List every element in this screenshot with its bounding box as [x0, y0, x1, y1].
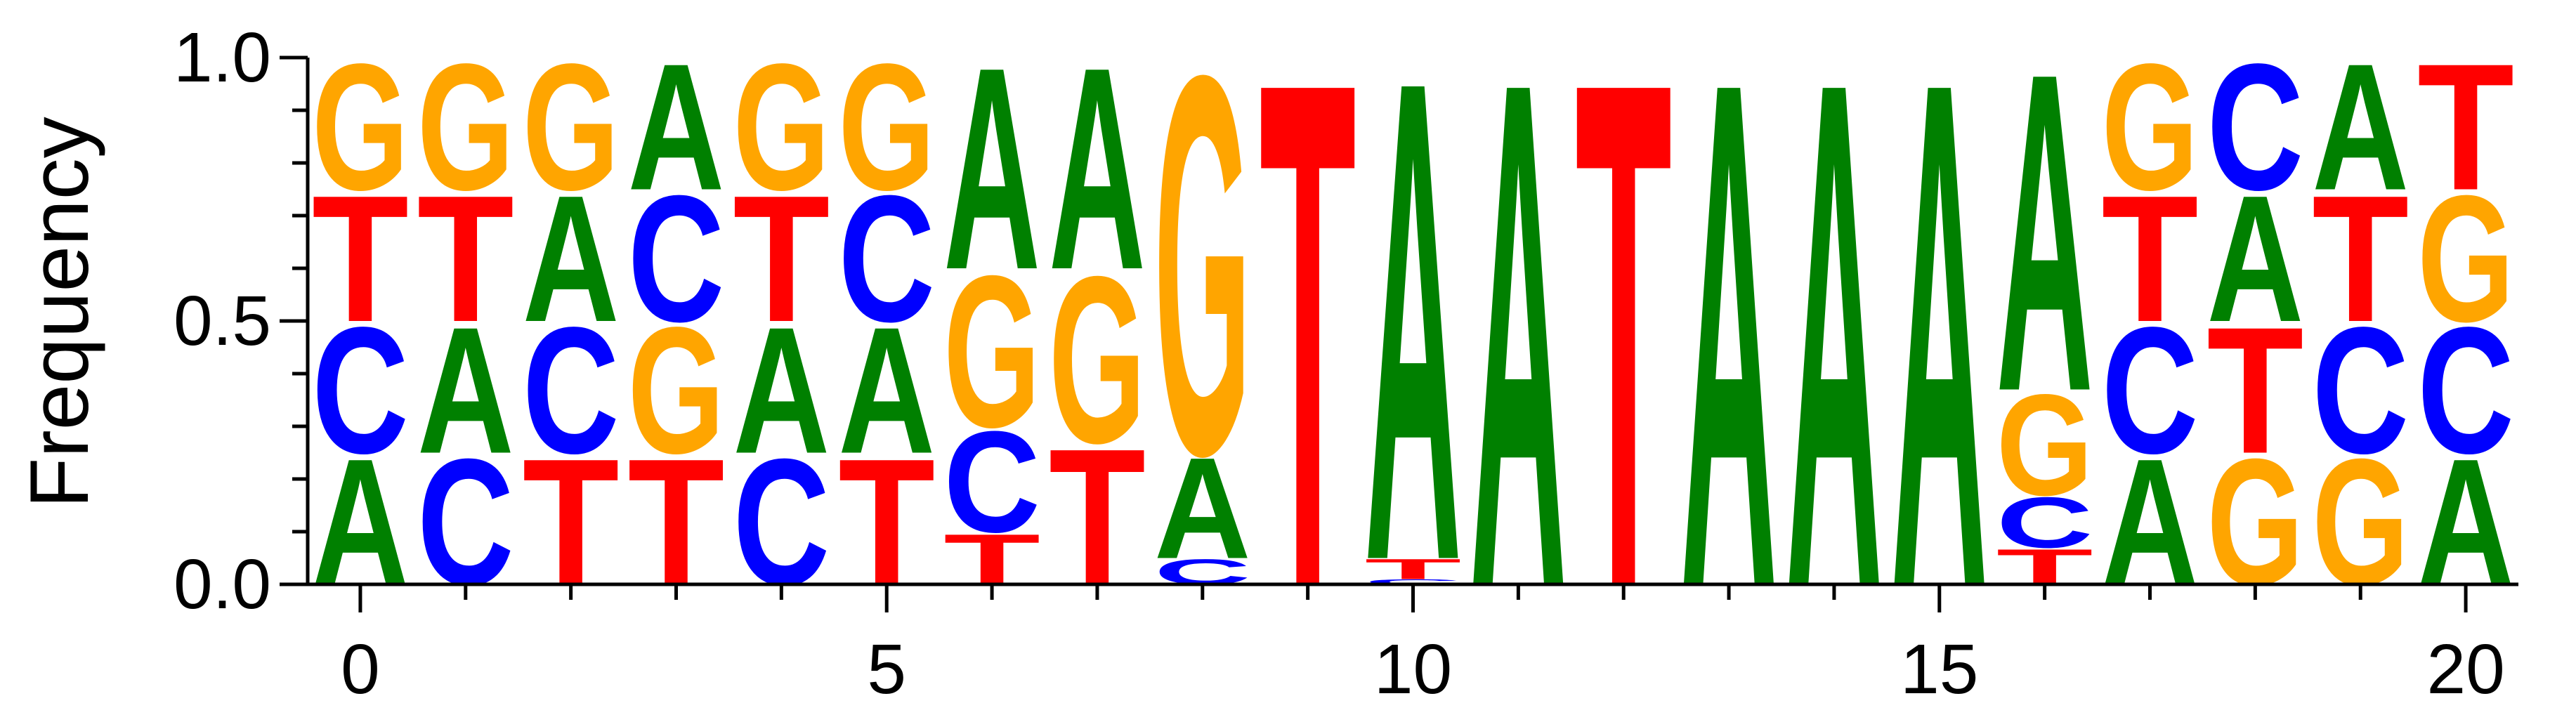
logo-letter-A-pos-13: A — [1680, 0, 1777, 722]
x-tick-label: 20 — [2426, 630, 2504, 709]
logo-letter-T-pos-10: T — [1365, 553, 1462, 586]
x-tick-label: 5 — [867, 630, 906, 709]
logo-letter-T-pos-0: T — [312, 158, 409, 360]
logo-letter-T-pos-18: T — [2206, 290, 2303, 492]
logo-letter-A-pos-6: A — [943, 7, 1040, 329]
x-tick-label: 15 — [1900, 630, 1978, 709]
x-tick-label: 10 — [1374, 630, 1452, 709]
logo-letter-G-pos-0: G — [312, 26, 409, 228]
logo-letter-C-pos-2: C — [523, 289, 620, 491]
logo-column-15: A — [1891, 0, 1988, 722]
y-tick-label: 0.0 — [174, 545, 271, 624]
logo-letter-A-pos-2: A — [523, 157, 620, 359]
logo-letter-C-pos-0: C — [312, 289, 409, 491]
logo-letter-G-pos-5: G — [838, 26, 935, 228]
logo-letter-A-pos-5: A — [838, 289, 935, 491]
logo-letter-A-pos-19: A — [2312, 26, 2409, 228]
logo-letter-C-pos-10: C — [1365, 578, 1462, 586]
y-tick-label: 1.0 — [174, 18, 271, 97]
axes: 0.0 0.5 1.0 0 5 10 15 20 — [174, 18, 2518, 709]
logo-letter-A-pos-11: A — [1470, 0, 1567, 722]
logo-letter-G-pos-1: G — [417, 26, 514, 228]
logo-letter-C-pos-5: C — [838, 157, 935, 359]
logo-letter-G-pos-3: G — [628, 289, 725, 492]
logo-letter-C-pos-16: C — [1996, 483, 2093, 563]
y-axis-label: Frequency — [13, 117, 106, 508]
logo-letter-G-pos-2: G — [523, 26, 620, 228]
logo-letter-T-pos-4: T — [733, 158, 830, 360]
logo-letter-T-pos-20: T — [2417, 27, 2514, 228]
logo-letter-T-pos-17: T — [2102, 158, 2199, 360]
logo-letter-A-pos-4: A — [733, 289, 830, 491]
logo-letter-A-pos-15: A — [1891, 0, 1988, 722]
logo-letter-T-pos-1: T — [417, 158, 514, 360]
logo-letter-A-pos-18: A — [2206, 157, 2303, 359]
logo-letter-C-pos-18: C — [2206, 26, 2303, 228]
logo-column-13: A — [1680, 0, 1777, 722]
logo-letter-A-pos-1: A — [417, 289, 514, 491]
logo-column-12: T — [1575, 0, 1672, 722]
logo-column-9: T — [1260, 0, 1356, 722]
logo-letter-G-pos-7: G — [1049, 228, 1146, 494]
x-tick-label: 0 — [341, 630, 380, 709]
logo-letter-A-pos-14: A — [1786, 0, 1883, 722]
logo-letter-G-pos-20: G — [2417, 157, 2514, 360]
logo-letter-C-pos-6: C — [943, 402, 1040, 563]
y-tick-label: 0.5 — [174, 282, 271, 360]
logo-letter-G-pos-16: G — [1996, 364, 2093, 525]
logo-column-8: CAG — [1154, 0, 1251, 592]
logo-letter-C-pos-19: C — [2312, 289, 2409, 491]
logo-letter-C-pos-20: C — [2417, 289, 2514, 491]
logo-letter-T-pos-9: T — [1260, 0, 1356, 722]
logo-letter-A-pos-8: A — [1154, 428, 1251, 589]
logo-letter-G-pos-8: G — [1154, 0, 1251, 568]
logo-letter-A-pos-7: A — [1049, 7, 1146, 329]
logo-column-11: A — [1470, 0, 1567, 722]
logo-letter-C-pos-17: C — [2102, 289, 2199, 491]
logo-letter-G-pos-4: G — [733, 26, 830, 228]
logo-letter-G-pos-6: G — [943, 231, 1040, 473]
logo-letter-T-pos-19: T — [2312, 158, 2409, 360]
logo-letter-A-pos-3: A — [628, 26, 725, 228]
logo-letter-T-pos-12: T — [1575, 0, 1672, 722]
logo-column-14: A — [1786, 0, 1883, 722]
logo-letter-G-pos-17: G — [2102, 26, 2199, 228]
logo-letter-A-pos-16: A — [1996, 0, 2093, 487]
logo-column-7: TGA — [1049, 7, 1146, 626]
logo-letter-C-pos-3: C — [628, 157, 725, 359]
